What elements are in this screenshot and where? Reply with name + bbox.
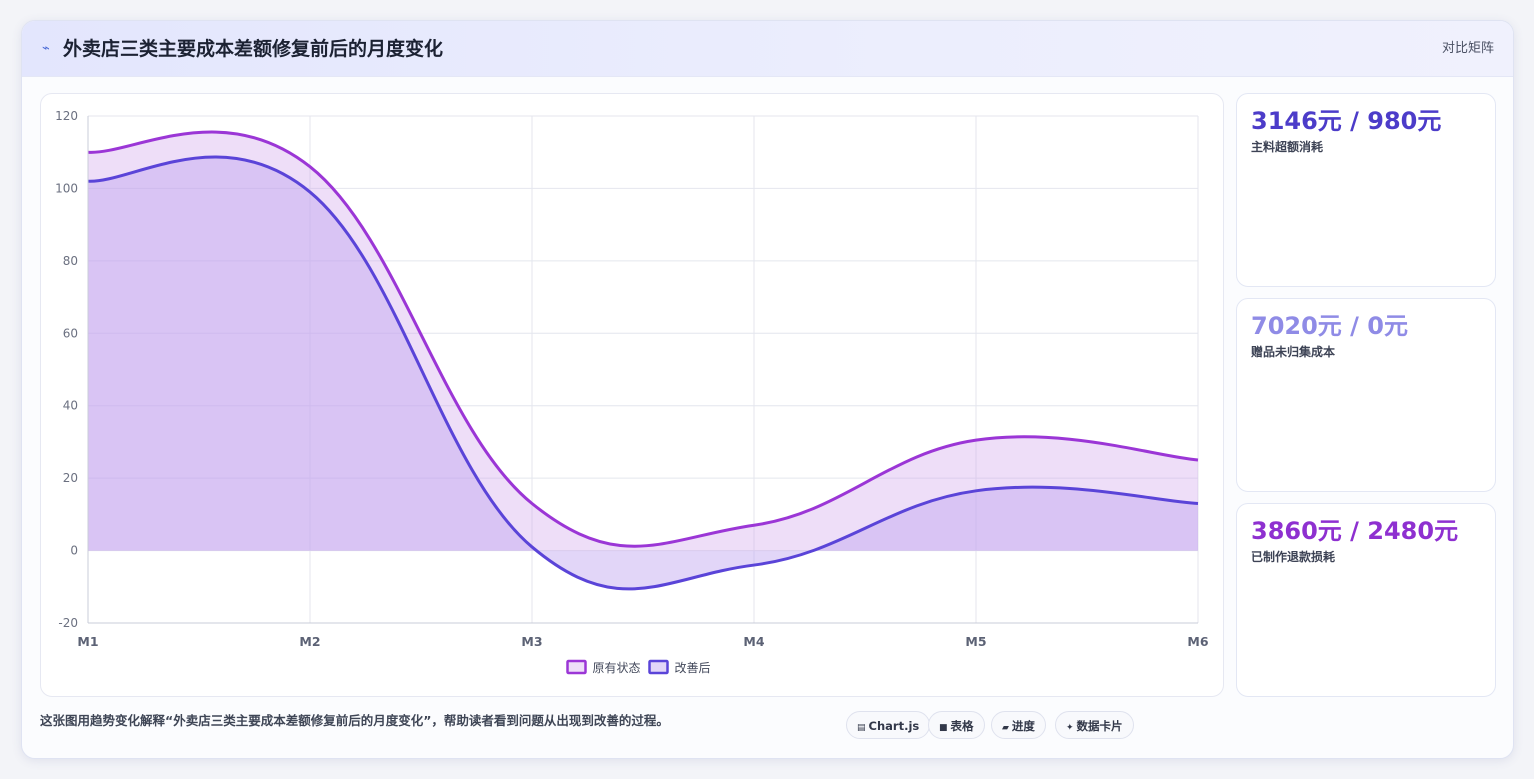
stat-label: 已制作退款损耗 xyxy=(1251,550,1336,564)
y-tick-label: 80 xyxy=(63,254,78,268)
y-tick-label: 100 xyxy=(55,181,78,195)
y-tick-label: 0 xyxy=(70,544,78,558)
chip-label: 进度 xyxy=(1011,719,1035,733)
y-tick-label: 120 xyxy=(55,109,78,123)
stat-label: 赠品未归集成本 xyxy=(1251,345,1336,359)
chip-label: 表格 xyxy=(950,719,974,733)
area-chart: 120 100 80 60 40 20 0 -20 M1 M2 M3 M4 M5 M6 原有状态 改善后 xyxy=(55,109,1209,675)
legend-label-0: 原有状态 xyxy=(593,661,641,675)
legend-label-1: 改善后 xyxy=(675,660,711,675)
y-tick-label: 60 xyxy=(63,326,78,340)
x-tick-label: M5 xyxy=(965,634,986,649)
chip-chartjs[interactable]: ▤ Chart.js xyxy=(846,711,931,739)
stat-value: 3146元 / 980元 xyxy=(1251,107,1442,135)
sparkle-icon: ✦ xyxy=(1066,723,1074,733)
stat-card-refund-loss: 3860元 / 2480元 已制作退款损耗 xyxy=(1236,503,1496,697)
header: ⌁ 外卖店三类主要成本差额修复前后的月度变化 对比矩阵 xyxy=(22,21,1513,77)
progress-icon: ▰ xyxy=(1002,723,1009,733)
x-tick-label: M3 xyxy=(521,634,542,649)
page-title: 外卖店三类主要成本差额修复前后的月度变化 xyxy=(63,38,444,60)
series-line-1 xyxy=(87,155,1199,591)
chart-caption: 这张图用趋势变化解释“外卖店三类主要成本差额修复前后的月度变化”，帮助读者看到问… xyxy=(40,713,669,728)
x-tick-label: M1 xyxy=(77,634,98,649)
chip-data-cards[interactable]: ✦ 数据卡片 xyxy=(1055,711,1134,739)
x-tick-label: M2 xyxy=(299,634,320,649)
table-icon: ■ xyxy=(939,723,948,733)
chip-label: 数据卡片 xyxy=(1076,719,1123,733)
x-tick-label: M6 xyxy=(1187,634,1208,649)
chip-progress[interactable]: ▰ 进度 xyxy=(991,711,1046,739)
series-area-0 xyxy=(88,132,1198,551)
header-tag: 对比矩阵 xyxy=(1441,41,1494,56)
series-line-0 xyxy=(87,130,1199,548)
stat-label: 主料超额消耗 xyxy=(1251,140,1324,154)
stat-card-main-ingredient: 3146元 / 980元 主料超额消耗 xyxy=(1236,93,1496,287)
chart-panel: 120 100 80 60 40 20 0 -20 M1 M2 M3 M4 M5 M6 原有状态 改善后 xyxy=(40,93,1224,697)
chart-icon: ▤ xyxy=(857,723,866,733)
stat-value: 3860元 / 2480元 xyxy=(1251,517,1459,545)
legend-swatch-0 xyxy=(566,659,587,675)
trend-line-icon: ⌁ xyxy=(42,41,50,56)
chip-table[interactable]: ■ 表格 xyxy=(928,711,985,739)
series-area-1 xyxy=(88,157,1198,589)
y-tick-label: 20 xyxy=(63,471,78,485)
x-tick-label: M4 xyxy=(743,634,764,649)
legend-swatch-1 xyxy=(648,659,669,675)
stat-card-gift-cost: 7020元 / 0元 赠品未归集成本 xyxy=(1236,298,1496,492)
chip-label: Chart.js xyxy=(868,719,920,733)
stat-value: 7020元 / 0元 xyxy=(1251,312,1408,340)
y-tick-label: -20 xyxy=(58,616,78,630)
y-tick-label: 40 xyxy=(63,399,78,413)
main-card: ⌁ 外卖店三类主要成本差额修复前后的月度变化 对比矩阵 120 100 80 60 40… xyxy=(21,20,1514,759)
